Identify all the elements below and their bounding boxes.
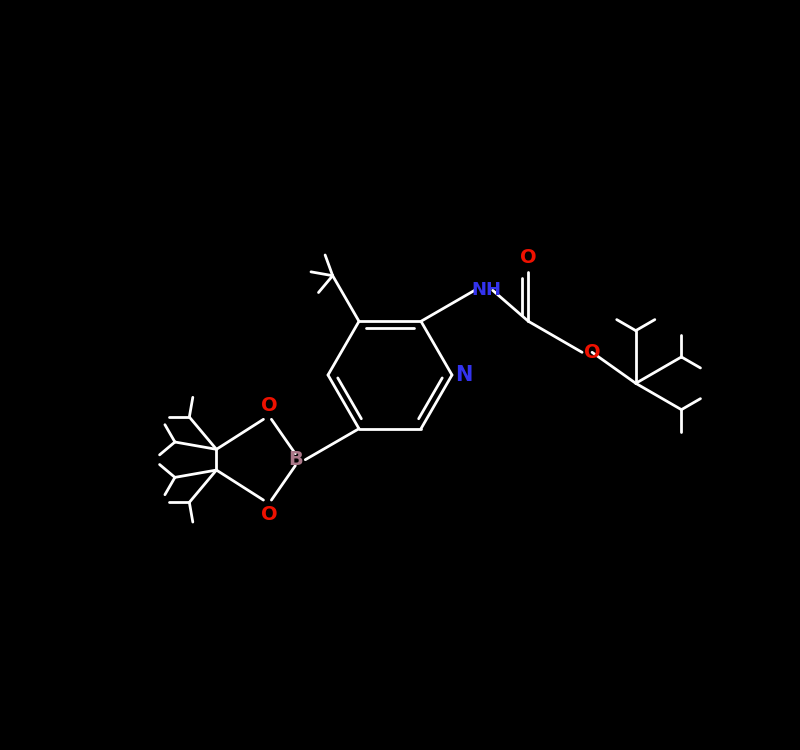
- Text: O: O: [261, 396, 278, 415]
- Text: N: N: [455, 365, 473, 385]
- Text: O: O: [520, 248, 537, 267]
- Text: B: B: [288, 450, 302, 470]
- Text: NH: NH: [472, 281, 502, 299]
- Text: O: O: [584, 343, 600, 362]
- Text: O: O: [261, 505, 278, 524]
